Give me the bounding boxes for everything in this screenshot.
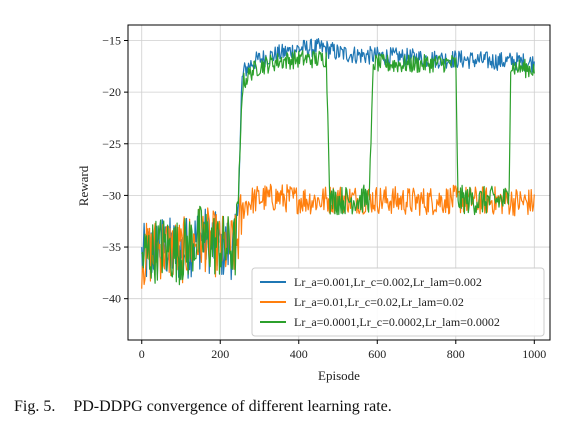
caption-label: Fig. 5. [14,398,56,415]
x-axis-ticks: 0 200 400 600 800 1000 [139,340,546,361]
x-tick-label: 200 [211,347,229,361]
caption-text: PD-DDPG convergence of different learnin… [73,398,392,415]
legend-label: Lr_a=0.01,Lr_c=0.02,Lr_lam=0.02 [294,295,464,309]
x-tick-label: 1000 [522,347,546,361]
x-tick-label: 0 [139,347,145,361]
x-tick-label: 800 [447,347,465,361]
x-axis-label: Episode [318,368,360,383]
series-layer [141,37,535,289]
figure-caption: Fig. 5. PD-DDPG convergence of different… [14,398,554,416]
x-tick-label: 400 [290,347,308,361]
y-tick-label: −35 [102,240,121,254]
y-tick-label: −15 [102,33,121,47]
y-axis-label: Reward [76,165,91,206]
y-tick-label: −20 [102,85,121,99]
y-axis-ticks: −40 −35 −30 −25 −20 −15 [102,33,128,306]
legend-box [251,267,545,337]
y-tick-label: −40 [102,292,121,306]
legend: Lr_a=0.001,Lr_c=0.002,Lr_lam=0.002 Lr_a=0… [251,267,545,337]
legend-label: Lr_a=0.001,Lr_c=0.002,Lr_lam=0.002 [294,275,482,289]
legend-label: Lr_a=0.0001,Lr_c=0.0002,Lr_lam=0.0002 [294,315,500,329]
y-tick-label: −25 [102,137,121,151]
axes-frame [127,24,551,341]
x-tick-label: 600 [368,347,386,361]
y-tick-label: −30 [102,188,121,202]
series-line-3 [141,50,535,286]
